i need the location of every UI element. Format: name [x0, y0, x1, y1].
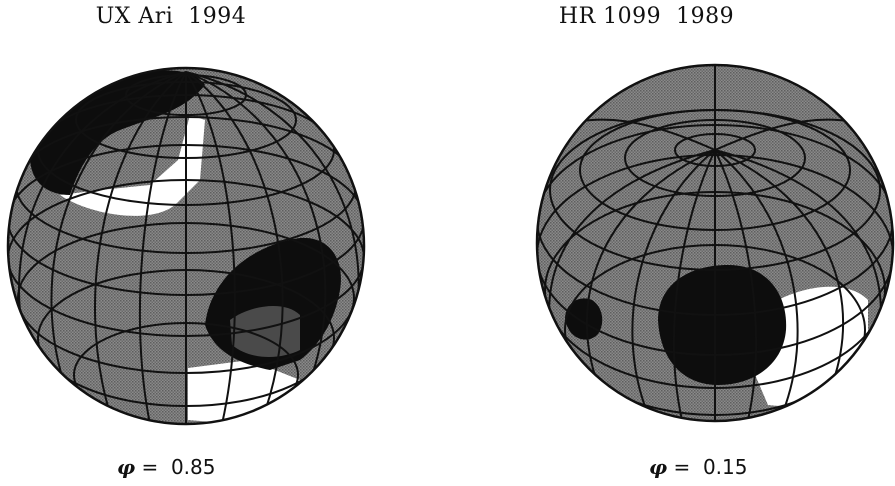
phase-value: 0.85: [170, 455, 216, 479]
ux-ari-sphere-map: [6, 66, 366, 426]
phase-symbol: φ: [649, 455, 668, 479]
phase-label: φ = 0.85: [117, 455, 215, 479]
sphere-outline: [6, 66, 366, 426]
star-panel-hr-1099: HR 1099 1989: [448, 0, 895, 486]
star-panel-ux-ari: UX Ari 1994: [6, 4, 366, 479]
small-spot-west: [565, 298, 603, 340]
phase-symbol: φ: [117, 455, 136, 479]
phase-label: φ = 0.15: [649, 455, 747, 479]
phase-equals: =: [135, 455, 171, 479]
sphere-outline: [535, 63, 895, 423]
star-title: UX Ari 1994: [95, 4, 247, 29]
phase-value: 0.15: [702, 455, 748, 479]
star-title: HR 1099 1989: [558, 4, 735, 29]
phase-equals: =: [667, 455, 703, 479]
hr-1099-sphere-map: [535, 63, 895, 423]
